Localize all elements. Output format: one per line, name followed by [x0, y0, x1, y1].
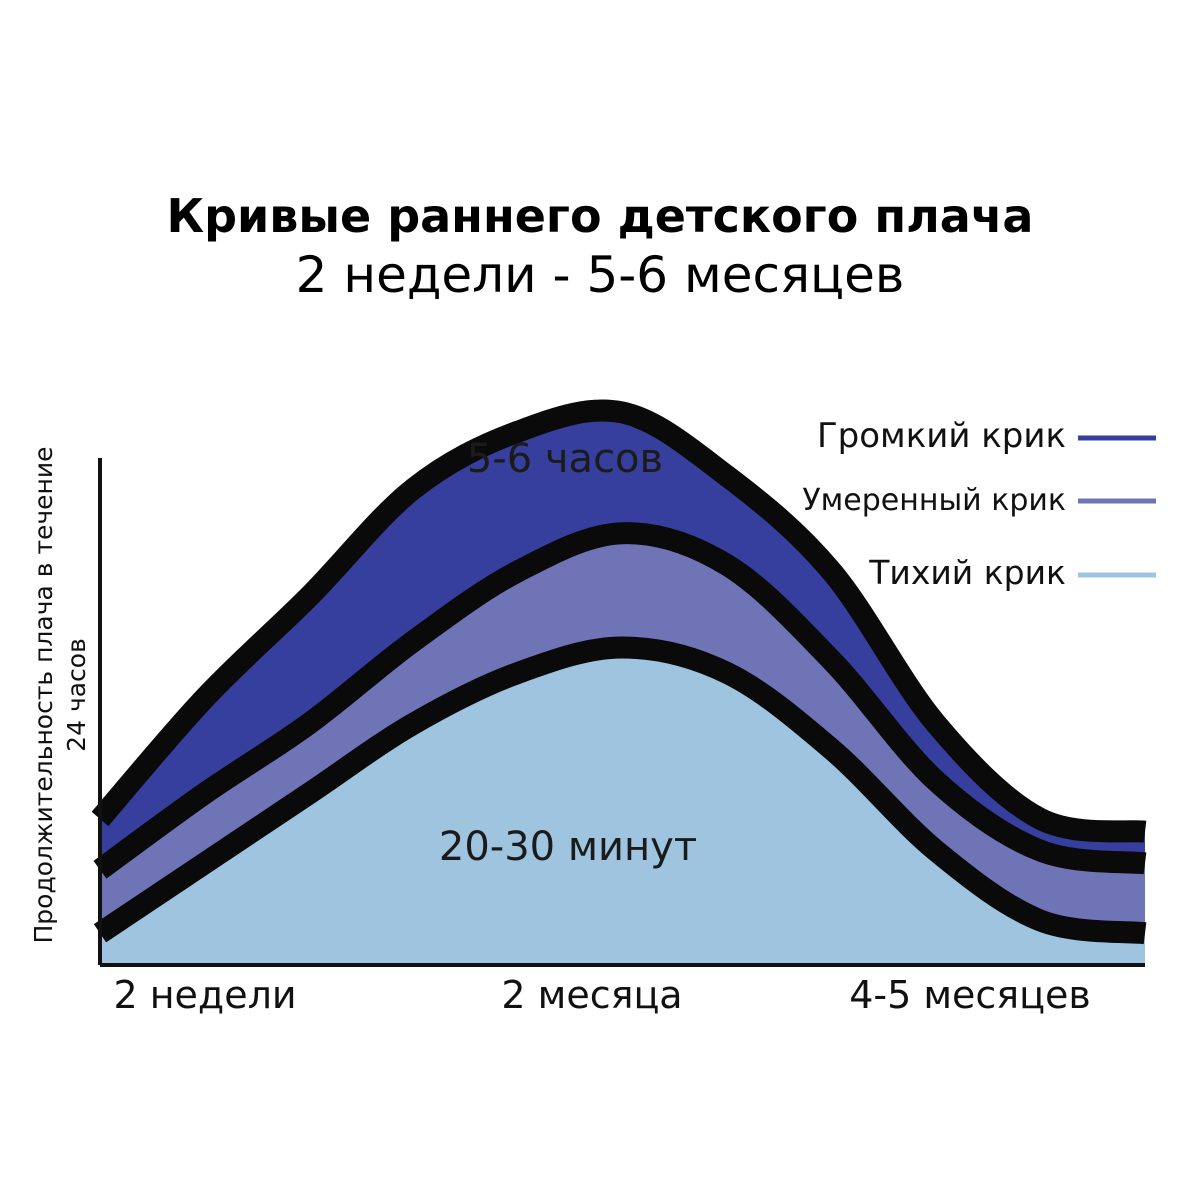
legend-label: Умеренный крик — [802, 483, 1066, 518]
x-tick-label: 2 месяца — [501, 973, 682, 1017]
x-tick-label: 4-5 месяцев — [849, 973, 1091, 1017]
series-0-boundary-line — [93, 636, 1147, 945]
series-2-boundary-line — [91, 399, 1147, 843]
baseline-duration-label: 20-30 минут — [439, 824, 697, 870]
chart-title: Кривые раннего детского плача — [167, 189, 1034, 243]
peak-duration-label: 5-6 часов — [467, 436, 663, 482]
x-tick-label: 2 недели — [113, 973, 296, 1017]
axes — [98, 458, 1145, 967]
stacked-areas — [91, 399, 1147, 965]
axis-labels: Продолжительность плача в течение 24 часо… — [29, 446, 1091, 1017]
legend-label: Громкий крик — [817, 416, 1066, 456]
legend-label: Тихий крик — [868, 553, 1066, 592]
series-0-area — [100, 647, 1145, 965]
y-axis-label-line-2: 24 часов — [62, 638, 91, 752]
y-axis-label: Продолжительность плача в течение — [29, 446, 58, 943]
annotations: 5-6 часов 20-30 минут — [439, 436, 697, 870]
chart-subtitle: 2 недели - 5-6 месяцев — [296, 246, 905, 304]
series-1-boundary-line — [93, 522, 1147, 879]
legend: Громкий крик Умеренный крик Тихий крик — [802, 416, 1156, 592]
